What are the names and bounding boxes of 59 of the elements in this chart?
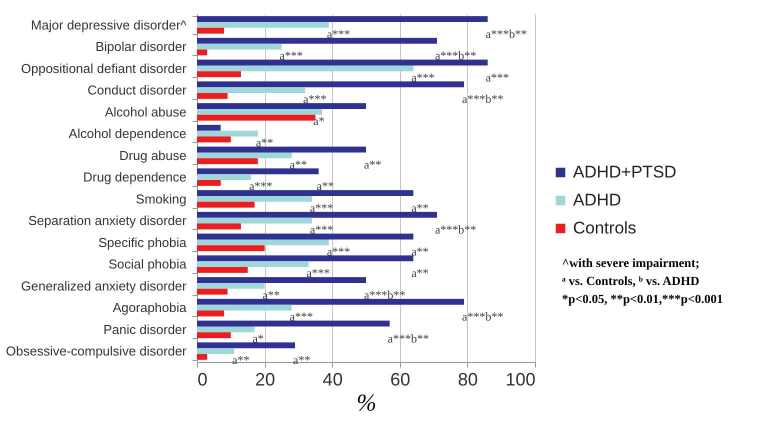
y-tick-label: Alcohol dependence: [68, 126, 186, 142]
x-tick-label: 60: [390, 370, 410, 390]
annotation: a***: [326, 26, 350, 41]
annotation: a***: [310, 222, 334, 237]
annotation: a**: [364, 157, 382, 172]
annotation: a***: [411, 70, 435, 84]
y-tick-label: Major depressive disorder^: [30, 17, 188, 32]
annotation: a***b**: [364, 288, 406, 302]
x-axis-title: %: [356, 390, 376, 416]
y-tick-label: Social phobia: [108, 256, 188, 272]
legend-label: Controls: [573, 218, 636, 238]
annotation: a***b**: [434, 48, 476, 63]
annotation: a**: [290, 157, 307, 172]
annotation: a***b**: [388, 331, 429, 346]
annotation: a**: [411, 266, 429, 280]
x-tick-label: 20: [255, 370, 276, 390]
x-tick-label: 100: [505, 370, 536, 390]
annotation: a***: [306, 266, 330, 280]
annotation: a**: [256, 136, 274, 150]
y-tick-label: Alcohol abuse: [104, 104, 186, 120]
y-tick-label: Separation anxiety disorder: [28, 213, 188, 228]
y-tick-label: Specific phobia: [98, 234, 188, 250]
text: ᵃ vs. Controls, ᵇ vs. ADHD: [562, 273, 700, 290]
y-tick-label: Bipolar disorder: [95, 39, 188, 54]
x-tick-label: 0: [198, 370, 208, 390]
annotation: a*: [313, 114, 325, 128]
annotation: a***: [310, 200, 334, 215]
annotation: a***: [249, 179, 272, 194]
annotation: a***: [326, 244, 350, 258]
y-tick-label: Conduct disorder: [88, 82, 188, 98]
annotation: a***: [280, 48, 303, 63]
text: ^with severe impairment;: [562, 255, 701, 272]
annotation: a***b**: [462, 92, 504, 106]
y-tick-label: Oppositional defiant disorder: [21, 60, 188, 76]
x-tick-label: 80: [458, 370, 478, 390]
y-tick-label: Smoking: [136, 191, 186, 206]
y-tick-label: Panic disorder: [103, 322, 188, 337]
y-tick-label: Drug dependence: [83, 170, 186, 185]
annotation: a**: [411, 200, 429, 215]
annotation: a***: [303, 92, 326, 106]
y-tick-label: Obsessive-compulsive disorder: [6, 344, 188, 359]
annotation: a**: [293, 353, 310, 368]
annotation: a**: [232, 353, 250, 368]
annotation: a***b**: [486, 26, 528, 41]
annotation: a***: [290, 310, 313, 324]
legend-label: ADHD: [573, 190, 622, 210]
x-tick-label: 40: [322, 370, 343, 390]
y-tick-label: Drug abuse: [119, 148, 186, 163]
legend-label: ADHD+PTSD: [573, 162, 676, 182]
y-tick-label: Generalized anxiety disorder: [21, 278, 188, 294]
annotation: a**: [262, 288, 280, 302]
annotation: a***b**: [434, 222, 476, 237]
annotation: a***b**: [462, 310, 504, 324]
y-tick-label: Agoraphobia: [112, 300, 188, 316]
annotation: a***: [486, 70, 510, 84]
annotation: a**: [411, 244, 429, 258]
annotation: a*: [252, 331, 264, 346]
annotation: a**: [316, 179, 334, 194]
text: *p<0.05, **p<0.01,***p<0.001: [562, 291, 723, 308]
